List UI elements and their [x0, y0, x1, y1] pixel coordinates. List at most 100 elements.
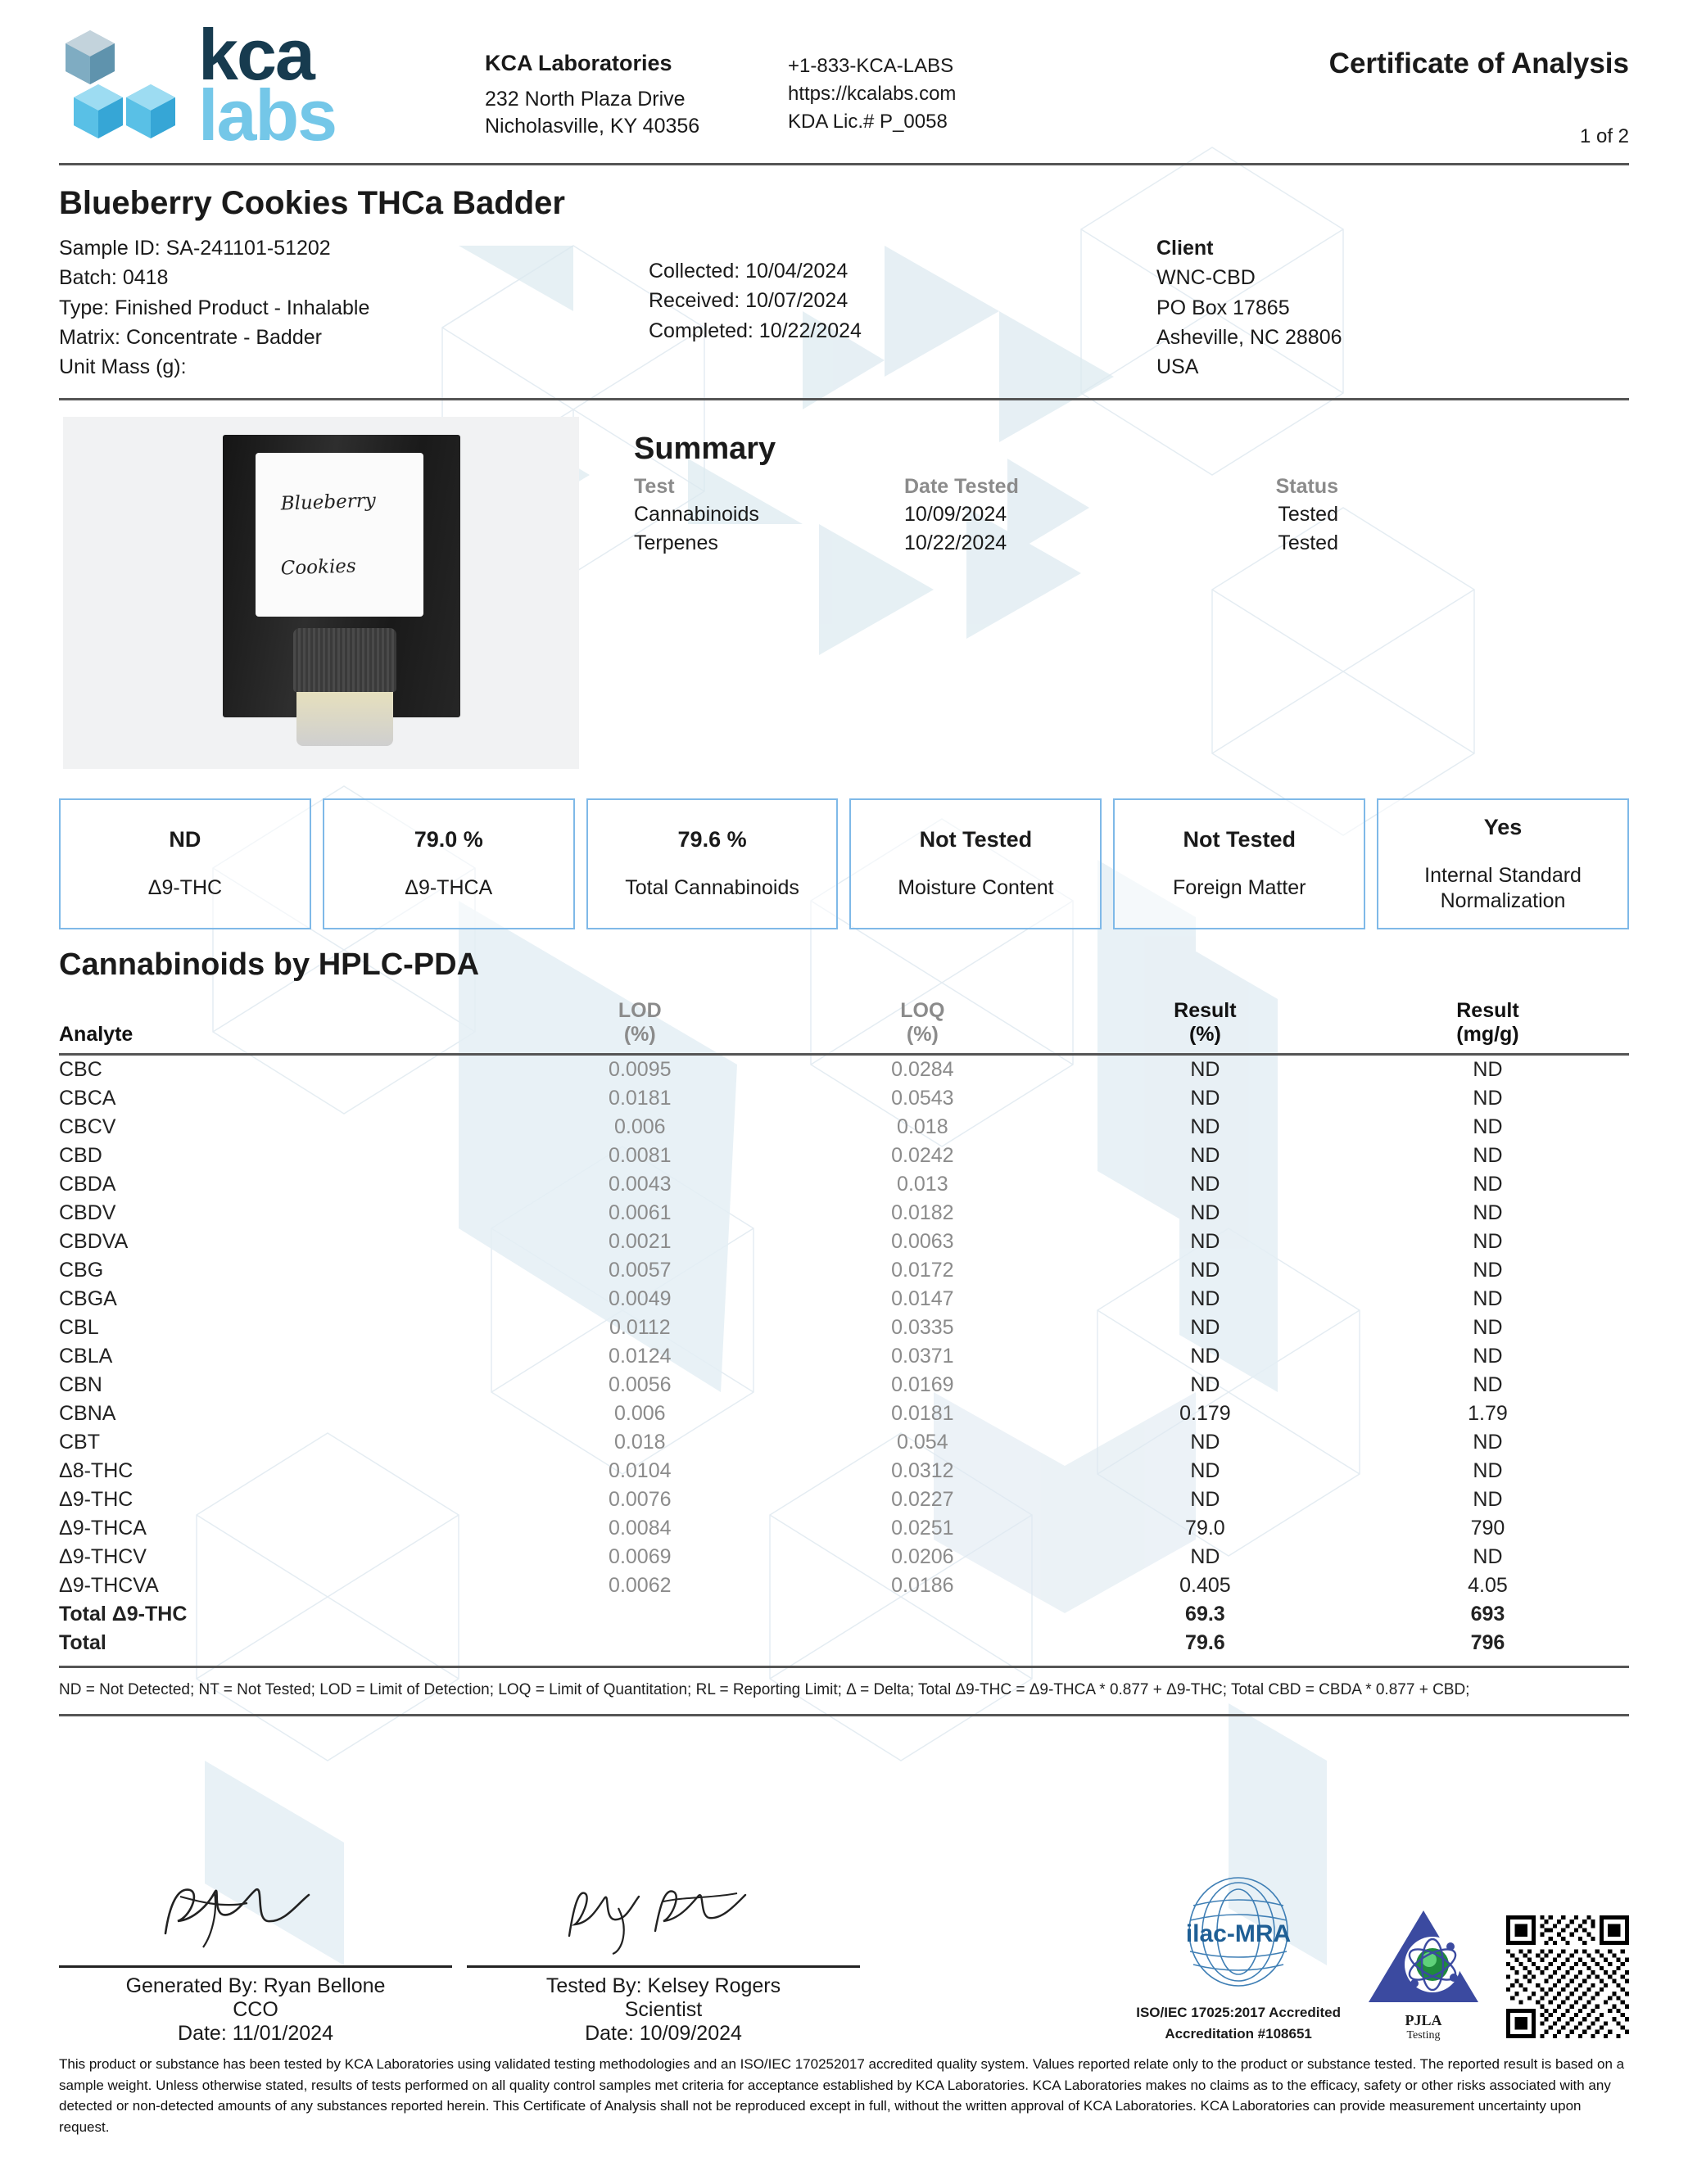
cannabinoids-table: Analyte LOD (%) LOQ (%) Result (%) Resu	[59, 999, 1629, 1657]
signature-date: Date: 11/01/2024	[178, 2022, 333, 2046]
photo-jar-cap	[293, 628, 396, 693]
analyte-result-pct: ND	[1190, 1173, 1220, 1196]
footnote-divider	[59, 1714, 1629, 1717]
analyte-lod: 0.0049	[609, 1287, 672, 1311]
col-lod-unit: (%)	[623, 1023, 656, 1047]
analyte-result-pct: ND	[1190, 1459, 1220, 1483]
col-analyte: Analyte	[59, 999, 499, 1056]
qr-code-icon[interactable]	[1506, 1915, 1629, 2039]
col-result-mgg: Result (mg/g)	[1346, 999, 1629, 1056]
analyte-result-mgg: ND	[1473, 1345, 1503, 1368]
sample-title: Blueberry Cookies THCa Badder	[59, 185, 565, 221]
analyte-name: Δ9-THCA	[59, 1517, 147, 1540]
sample-details: Sample ID: SA-241101-51202 Batch: 0418 T…	[59, 233, 649, 382]
status-badge: Tested	[1278, 531, 1338, 555]
summary-test-name: Cannabinoids	[634, 503, 759, 527]
analyte-loq: 0.0147	[891, 1287, 954, 1311]
analyte-lod: 0.0021	[609, 1230, 672, 1254]
col-result-mgg-title: Result	[1456, 999, 1519, 1023]
analyte-name: CBCA	[59, 1087, 116, 1110]
analyte-result-pct: 79.0	[1185, 1517, 1225, 1540]
cannabinoids-table-bottom-rule	[59, 1666, 1629, 1669]
page-header: kca labs KCA Laboratories 232 North Plaz…	[59, 0, 1629, 151]
lab-name: KCA Laboratories	[485, 51, 672, 75]
summary-test-name: Terpenes	[634, 531, 718, 555]
analyte-result-pct: ND	[1190, 1087, 1220, 1110]
analyte-result-pct: ND	[1190, 1115, 1220, 1139]
accreditation-badges: ilac-MRA ISO/IEC 17025:2017 Accredited A…	[1136, 1873, 1629, 2046]
sample-info-divider	[59, 398, 1629, 401]
analyte-result-mgg: ND	[1473, 1201, 1503, 1225]
col-result-mgg-unit: (mg/g)	[1456, 1023, 1519, 1047]
client-country: USA	[1156, 355, 1199, 378]
analyte-loq: 0.0182	[891, 1201, 954, 1225]
analyte-loq: 0.018	[897, 1115, 948, 1139]
signature-image-ryan	[59, 1864, 452, 1962]
signature-title: CCO	[233, 1998, 278, 2022]
sample-type: Type: Finished Product - Inhalable	[59, 296, 370, 319]
qr-code[interactable]	[1506, 1915, 1629, 2042]
analyte-loq: 0.013	[897, 1173, 948, 1196]
summary-col-date: Date Tested	[904, 475, 1019, 499]
analyte-loq: 0.0371	[891, 1345, 954, 1368]
client-address2: Asheville, NC 28806	[1156, 325, 1342, 349]
col-result-pct-unit: (%)	[1188, 1023, 1221, 1047]
analyte-loq: 0.0242	[891, 1144, 954, 1168]
analyte-result-pct: ND	[1190, 1373, 1220, 1397]
date-completed: Completed: 10/22/2024	[649, 319, 862, 342]
analyte-lod	[499, 1629, 781, 1657]
result-card-d9thc: ND Δ9-THC	[59, 798, 311, 930]
analyte-result-mgg: 790	[1470, 1517, 1505, 1540]
col-lod-title: LOD	[618, 999, 662, 1023]
handwritten-signature-icon	[568, 1890, 747, 1956]
table-row: Terpenes 10/22/2024 Tested	[634, 529, 1338, 558]
signature-tested-by: Tested By: Kelsey Rogers Scientist Date:…	[467, 1864, 860, 2046]
table-row: CBCA 0.0181 0.0543 ND ND	[59, 1084, 1629, 1113]
summary-heading: Summary	[634, 432, 776, 467]
lab-contact-block: +1-833-KCA-LABS https://kcalabs.com KDA …	[788, 25, 1099, 136]
signature-line	[467, 1965, 860, 1969]
card-value: Not Tested	[919, 827, 1033, 852]
photo-summary-row: Blueberry Cookies Summary Test Date Test…	[59, 417, 1629, 770]
analyte-lod: 0.018	[614, 1431, 666, 1454]
table-row: CBGA 0.0049 0.0147 ND ND	[59, 1285, 1629, 1314]
analyte-result-mgg: 4.05	[1468, 1574, 1508, 1598]
table-row: Cannabinoids 10/09/2024 Tested	[634, 500, 1338, 529]
signature-image-kelsey	[467, 1864, 860, 1962]
analyte-lod: 0.0081	[609, 1144, 672, 1168]
col-loq-unit: (%)	[906, 1023, 939, 1047]
col-loq: LOQ (%)	[781, 999, 1064, 1056]
table-row: CBL 0.0112 0.0335 ND ND	[59, 1314, 1629, 1342]
analyte-name: Δ9-THC	[59, 1488, 134, 1512]
sample-id: Sample ID: SA-241101-51202	[59, 237, 331, 260]
analyte-result-pct: ND	[1190, 1545, 1220, 1569]
analyte-lod: 0.006	[614, 1402, 666, 1426]
analyte-loq: 0.0335	[891, 1316, 954, 1340]
table-row: CBDA 0.0043 0.013 ND ND	[59, 1170, 1629, 1199]
client-name: WNC-CBD	[1156, 266, 1256, 290]
photo-label-line2: Cookies	[280, 555, 357, 580]
ilac-badge: ilac-MRA ISO/IEC 17025:2017 Accredited A…	[1136, 1873, 1341, 2042]
pjla-logo-icon	[1369, 1910, 1478, 2003]
analyte-loq: 0.0284	[891, 1058, 954, 1082]
analyte-result-mgg: ND	[1473, 1431, 1503, 1454]
analyte-loq: 0.0227	[891, 1488, 954, 1512]
analyte-lod: 0.0061	[609, 1201, 672, 1225]
analyte-name: CBG	[59, 1259, 104, 1282]
analyte-result-mgg: ND	[1473, 1488, 1503, 1512]
sample-matrix: Matrix: Concentrate - Badder	[59, 325, 322, 349]
analyte-name: CBN	[59, 1373, 102, 1397]
page-indicator: 1 of 2	[1579, 125, 1629, 147]
lab-website[interactable]: https://kcalabs.com	[788, 83, 957, 106]
analyte-result-pct: ND	[1190, 1316, 1220, 1340]
card-value: 79.6 %	[677, 827, 747, 852]
analyte-result-mgg: 693	[1470, 1603, 1505, 1626]
iso-accreditation-line2: Accreditation #108651	[1165, 2026, 1312, 2042]
analyte-name: Δ9-THCV	[59, 1545, 147, 1569]
ilac-mra-icon: ilac-MRA	[1186, 1877, 1291, 1987]
sample-info-row: Sample ID: SA-241101-51202 Batch: 0418 T…	[59, 233, 1629, 382]
col-result-pct-title: Result	[1174, 999, 1237, 1023]
analyte-result-mgg: ND	[1473, 1287, 1503, 1311]
lab-phone: +1-833-KCA-LABS	[788, 55, 954, 77]
